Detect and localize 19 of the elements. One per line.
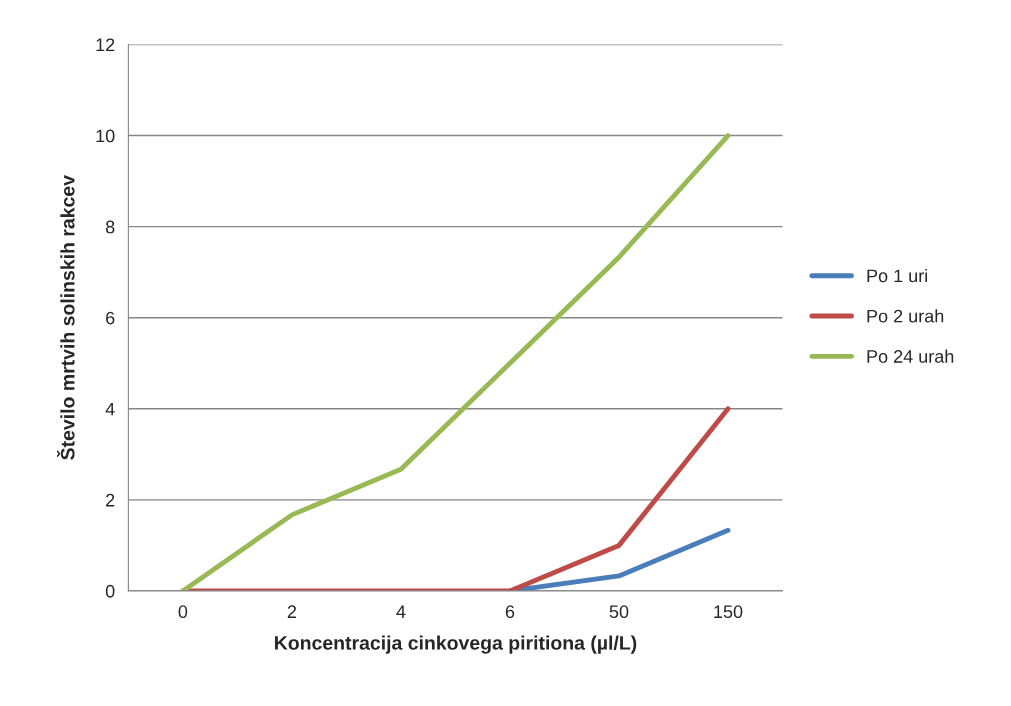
x-tick-label: 0 <box>178 605 188 619</box>
x-axis-title: Koncentracija cinkovega piritiona (µl/L) <box>275 635 637 654</box>
y-tick-label: 12 <box>96 38 115 52</box>
y-tick-label: 4 <box>105 402 115 416</box>
x-tick-label: 50 <box>609 605 629 619</box>
line-series <box>180 133 731 591</box>
y-tick-label: 2 <box>106 493 115 507</box>
y-axis-title: Število mrtvih solinskih rakcev <box>57 175 75 460</box>
x-tick-label: 6 <box>505 605 515 619</box>
x-tick-label: 150 <box>714 605 743 619</box>
x-tick-label: 4 <box>396 605 406 618</box>
y-tick-label: 0 <box>105 584 115 598</box>
y-tick-label: 6 <box>106 311 115 325</box>
y-tick-label: 10 <box>96 129 115 143</box>
legend-label: Po 2 urah <box>867 309 944 323</box>
legend-label: Po 1 uri <box>867 268 928 283</box>
y-tick-label: 8 <box>105 220 115 234</box>
x-tick-label: 2 <box>287 605 297 618</box>
legend-label: Po 24 urah <box>867 349 954 363</box>
